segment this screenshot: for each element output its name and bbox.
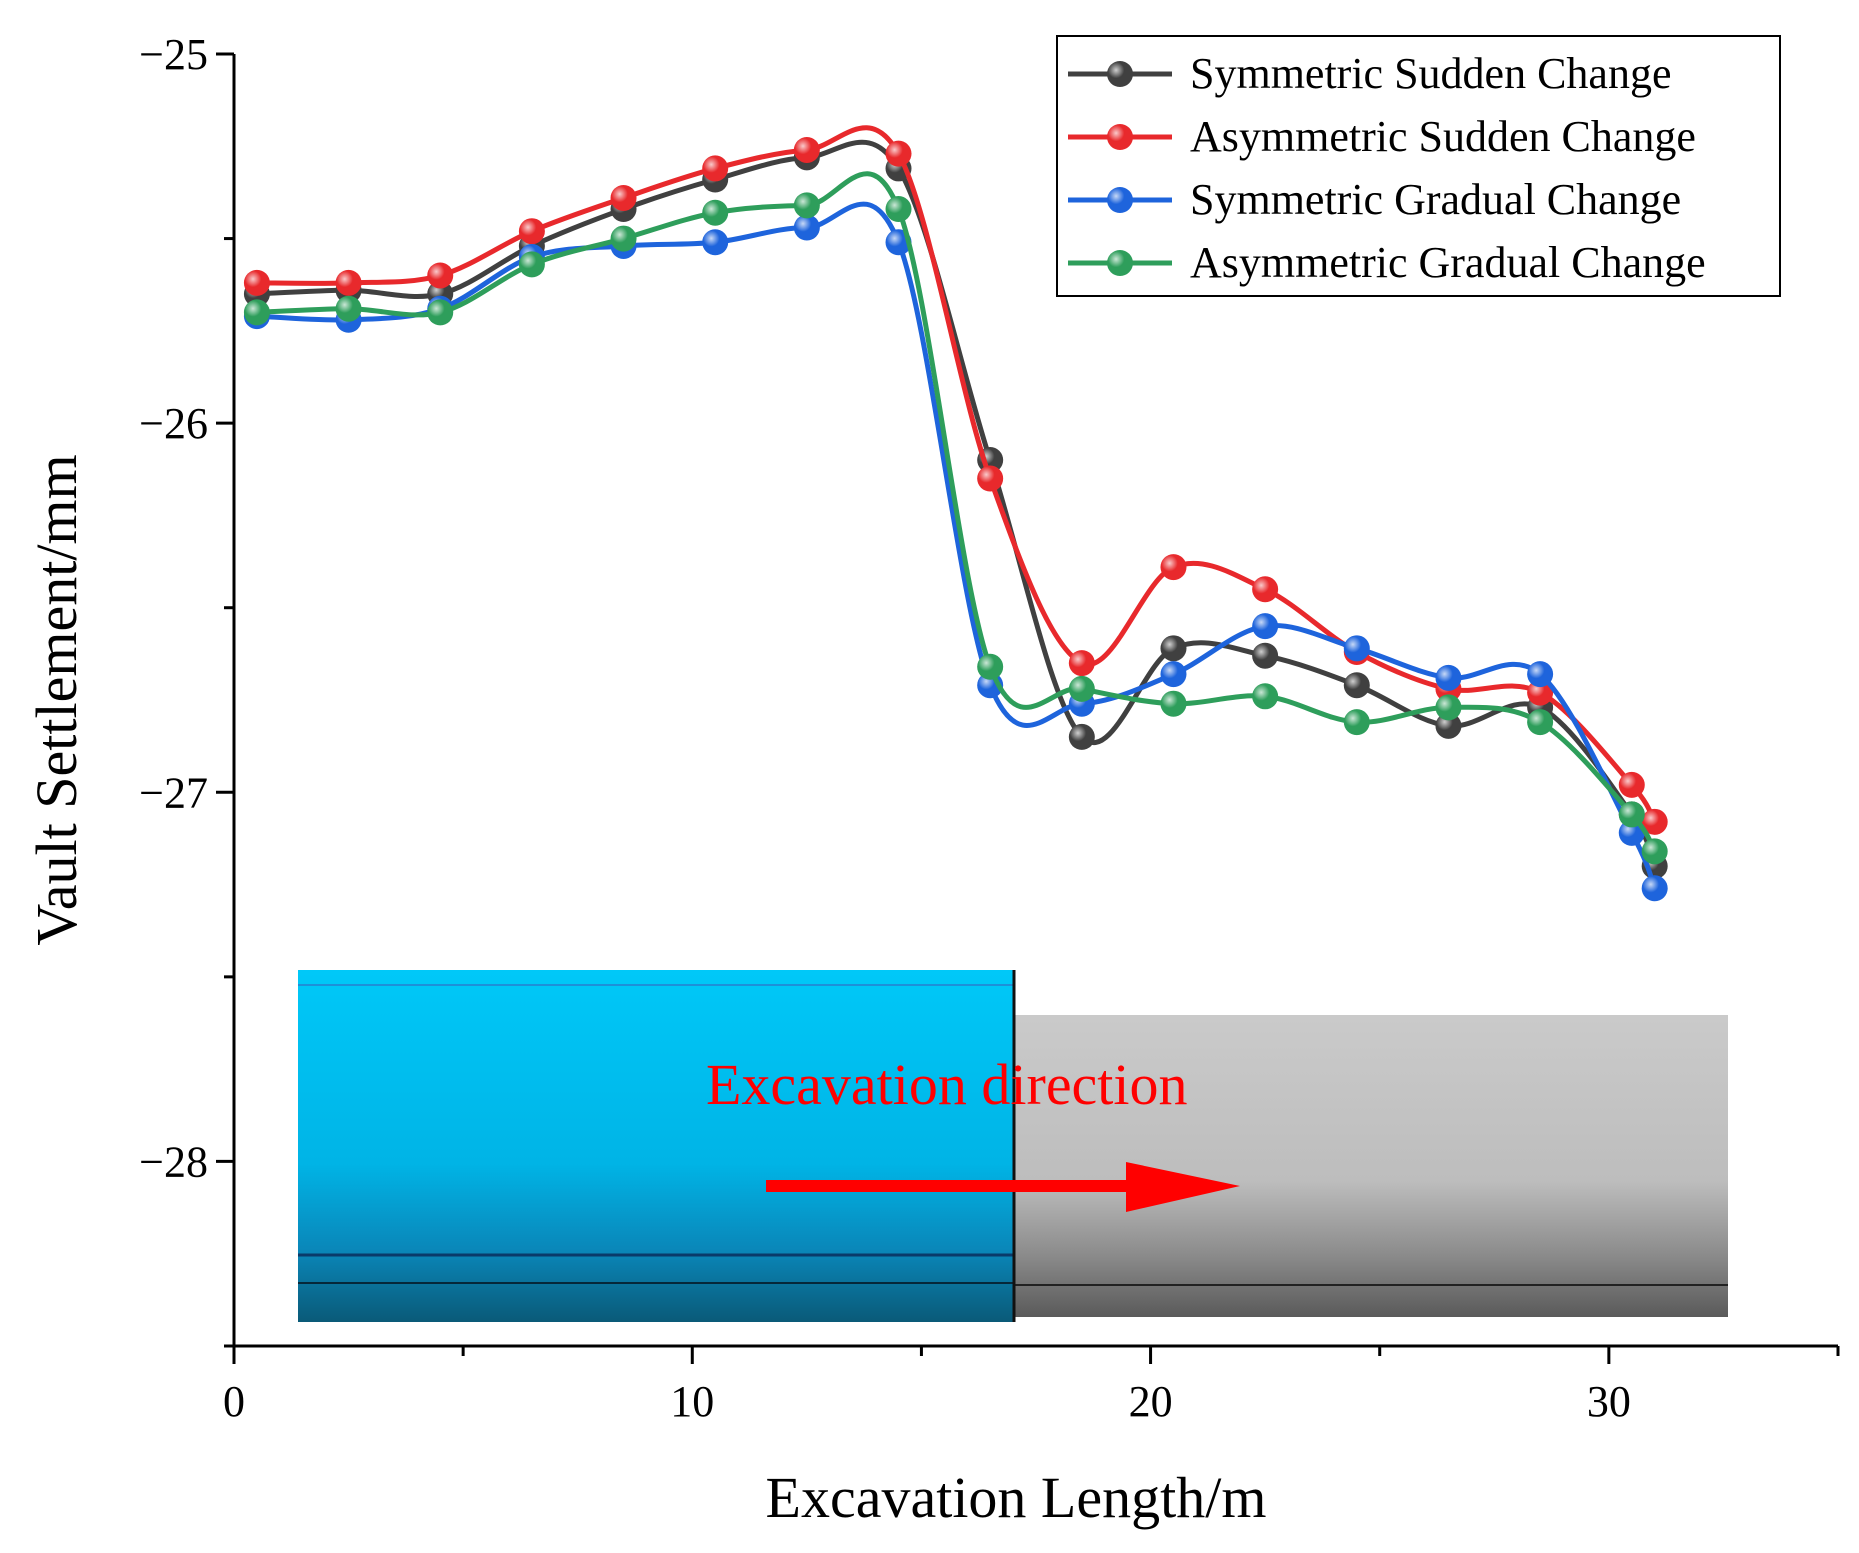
data-point-highlight bbox=[793, 136, 820, 163]
legend-swatch-highlight bbox=[1107, 61, 1133, 87]
data-point-highlight bbox=[1252, 613, 1279, 640]
data-point-highlight bbox=[1068, 675, 1095, 702]
data-point-highlight bbox=[977, 653, 1004, 680]
legend-label: Symmetric Sudden Change bbox=[1190, 49, 1672, 98]
data-point-highlight bbox=[1435, 664, 1462, 691]
arrow-shaft bbox=[766, 1180, 1136, 1192]
data-point-highlight bbox=[335, 269, 362, 296]
excavation-direction-arrow bbox=[766, 1162, 1240, 1212]
data-point-highlight bbox=[885, 140, 912, 167]
data-point-highlight bbox=[1527, 661, 1554, 688]
data-point-highlight bbox=[1527, 709, 1554, 736]
x-axis-title: Excavation Length/m bbox=[766, 1465, 1267, 1530]
data-point-highlight bbox=[243, 299, 270, 326]
data-point-highlight bbox=[1618, 801, 1645, 828]
data-point-highlight bbox=[1160, 635, 1187, 662]
data-point-highlight bbox=[1252, 683, 1279, 710]
data-point-highlight bbox=[885, 196, 912, 223]
data-point-highlight bbox=[1343, 635, 1370, 662]
legend-swatch-highlight bbox=[1107, 124, 1133, 150]
data-point-highlight bbox=[1160, 661, 1187, 688]
data-point-highlight bbox=[1343, 672, 1370, 699]
legend-label: Symmetric Gradual Change bbox=[1190, 175, 1681, 224]
data-point-highlight bbox=[427, 299, 454, 326]
data-point-highlight bbox=[335, 295, 362, 322]
legend-entry-symmetric-gradual-change: Symmetric Gradual Change bbox=[1068, 175, 1681, 224]
legend: Symmetric Sudden Change Asymmetric Sudden… bbox=[1056, 35, 1781, 297]
data-point-highlight bbox=[1252, 576, 1279, 603]
data-point-highlight bbox=[518, 251, 545, 278]
series-layer bbox=[243, 125, 1668, 902]
data-point-highlight bbox=[1068, 723, 1095, 750]
data-point-highlight bbox=[1068, 650, 1095, 677]
arrow-head bbox=[1126, 1162, 1240, 1212]
axes bbox=[232, 54, 1838, 1348]
data-point-highlight bbox=[1641, 875, 1668, 902]
data-point-highlight bbox=[1160, 554, 1187, 581]
legend-label: Asymmetric Sudden Change bbox=[1190, 112, 1696, 161]
data-point-highlight bbox=[1641, 838, 1668, 865]
series-line bbox=[254, 201, 1658, 891]
data-point-highlight bbox=[243, 269, 270, 296]
excavated-section bbox=[298, 970, 1014, 1322]
x-tick-label: 0 bbox=[223, 1377, 245, 1426]
data-point-highlight bbox=[610, 184, 637, 211]
data-point-highlight bbox=[702, 229, 729, 256]
x-tick-label: 20 bbox=[1129, 1377, 1173, 1426]
y-tick-label: −26 bbox=[139, 399, 208, 448]
data-point-highlight bbox=[702, 199, 729, 226]
data-point-highlight bbox=[1435, 694, 1462, 721]
y-tick-label: −25 bbox=[139, 30, 208, 79]
legend-entry-asymmetric-sudden-change: Asymmetric Sudden Change bbox=[1068, 112, 1696, 161]
data-point-highlight bbox=[1618, 771, 1645, 798]
y-tick-label: −27 bbox=[139, 768, 208, 817]
y-tick-label: −28 bbox=[139, 1137, 208, 1186]
series-asymmetric-gradual-change bbox=[243, 171, 1668, 865]
data-point-highlight bbox=[1252, 642, 1279, 669]
excavation-direction-label: Excavation direction bbox=[706, 1052, 1188, 1117]
legend-swatch-highlight bbox=[1107, 187, 1133, 213]
x-tick-label: 10 bbox=[670, 1377, 714, 1426]
x-axis-ticks: 0 10 20 30 bbox=[223, 1346, 1840, 1426]
data-point-highlight bbox=[1641, 808, 1668, 835]
series-asymmetric-sudden-change bbox=[243, 125, 1668, 835]
data-point-highlight bbox=[977, 465, 1004, 492]
legend-entry-asymmetric-gradual-change: Asymmetric Gradual Change bbox=[1068, 238, 1706, 287]
tunnel-inset: Excavation direction bbox=[298, 970, 1728, 1322]
data-point-highlight bbox=[427, 262, 454, 289]
y-axis-title: Vault Settlement/mm bbox=[24, 454, 89, 945]
data-point-highlight bbox=[1343, 709, 1370, 736]
legend-box bbox=[1056, 35, 1781, 297]
y-axis-ticks: −25 −26 −27 −28 bbox=[139, 30, 234, 1348]
data-point-highlight bbox=[1435, 712, 1462, 739]
legend-label: Asymmetric Gradual Change bbox=[1190, 238, 1706, 287]
data-point-highlight bbox=[793, 214, 820, 241]
data-point-highlight bbox=[518, 218, 545, 245]
x-tick-label: 30 bbox=[1587, 1377, 1631, 1426]
legend-swatch-highlight bbox=[1107, 250, 1133, 276]
legend-entry-symmetric-sudden-change: Symmetric Sudden Change bbox=[1068, 49, 1672, 98]
data-point-highlight bbox=[1527, 679, 1554, 706]
data-point-highlight bbox=[793, 192, 820, 219]
data-point-highlight bbox=[1160, 690, 1187, 717]
data-point-highlight bbox=[702, 155, 729, 182]
data-point-highlight bbox=[610, 225, 637, 252]
